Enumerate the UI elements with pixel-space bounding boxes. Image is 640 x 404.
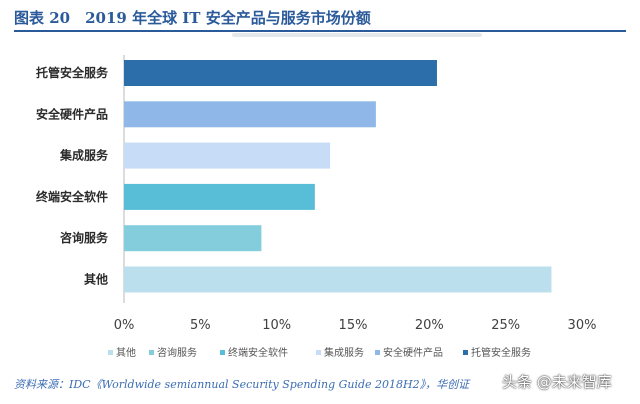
legend-swatch (316, 350, 321, 355)
x-tick-label: 30% (568, 318, 597, 333)
bar (124, 183, 315, 210)
figure-header: 图表 20 2019 年全球 IT 安全产品与服务市场份额 (14, 6, 626, 32)
source-note: 资料来源：IDC《Worldwide semiannual Security S… (14, 378, 470, 391)
figure-title: 图表 20 2019 年全球 IT 安全产品与服务市场份额 (14, 9, 371, 27)
category-label: 终端安全软件 (36, 189, 108, 204)
bar (124, 142, 331, 169)
x-tick-label: 15% (339, 318, 368, 333)
legend-swatch (149, 350, 154, 355)
legend-swatch (463, 350, 468, 355)
x-tick-label: 5% (190, 318, 211, 333)
legend-swatch (220, 350, 225, 355)
legend-label: 托管安全服务 (471, 346, 531, 359)
legend-label: 安全硬件产品 (383, 346, 443, 359)
bar (124, 225, 262, 252)
legend-swatch (375, 350, 380, 355)
legend-label: 终端安全软件 (228, 346, 288, 359)
watermark: 头条 @未来智库 (502, 373, 612, 391)
category-label: 托管安全服务 (36, 65, 109, 80)
category-label: 其他 (84, 272, 108, 287)
blurred-subtitle (232, 33, 482, 37)
x-tick-label: 20% (415, 318, 444, 333)
bar (124, 101, 376, 128)
bar (124, 266, 552, 293)
bar (124, 60, 437, 86)
category-label: 安全硬件产品 (36, 106, 108, 121)
category-label: 咨询服务 (60, 230, 109, 245)
x-tick-label: 25% (491, 318, 520, 333)
x-tick-label: 10% (262, 318, 291, 333)
legend-label: 集成服务 (324, 346, 364, 359)
legend-label: 咨询服务 (157, 346, 197, 359)
legend-swatch (108, 350, 113, 355)
title-rule (14, 30, 626, 32)
legend-label: 其他 (116, 346, 136, 359)
category-label: 集成服务 (59, 148, 109, 163)
x-tick-label: 0% (114, 318, 135, 333)
